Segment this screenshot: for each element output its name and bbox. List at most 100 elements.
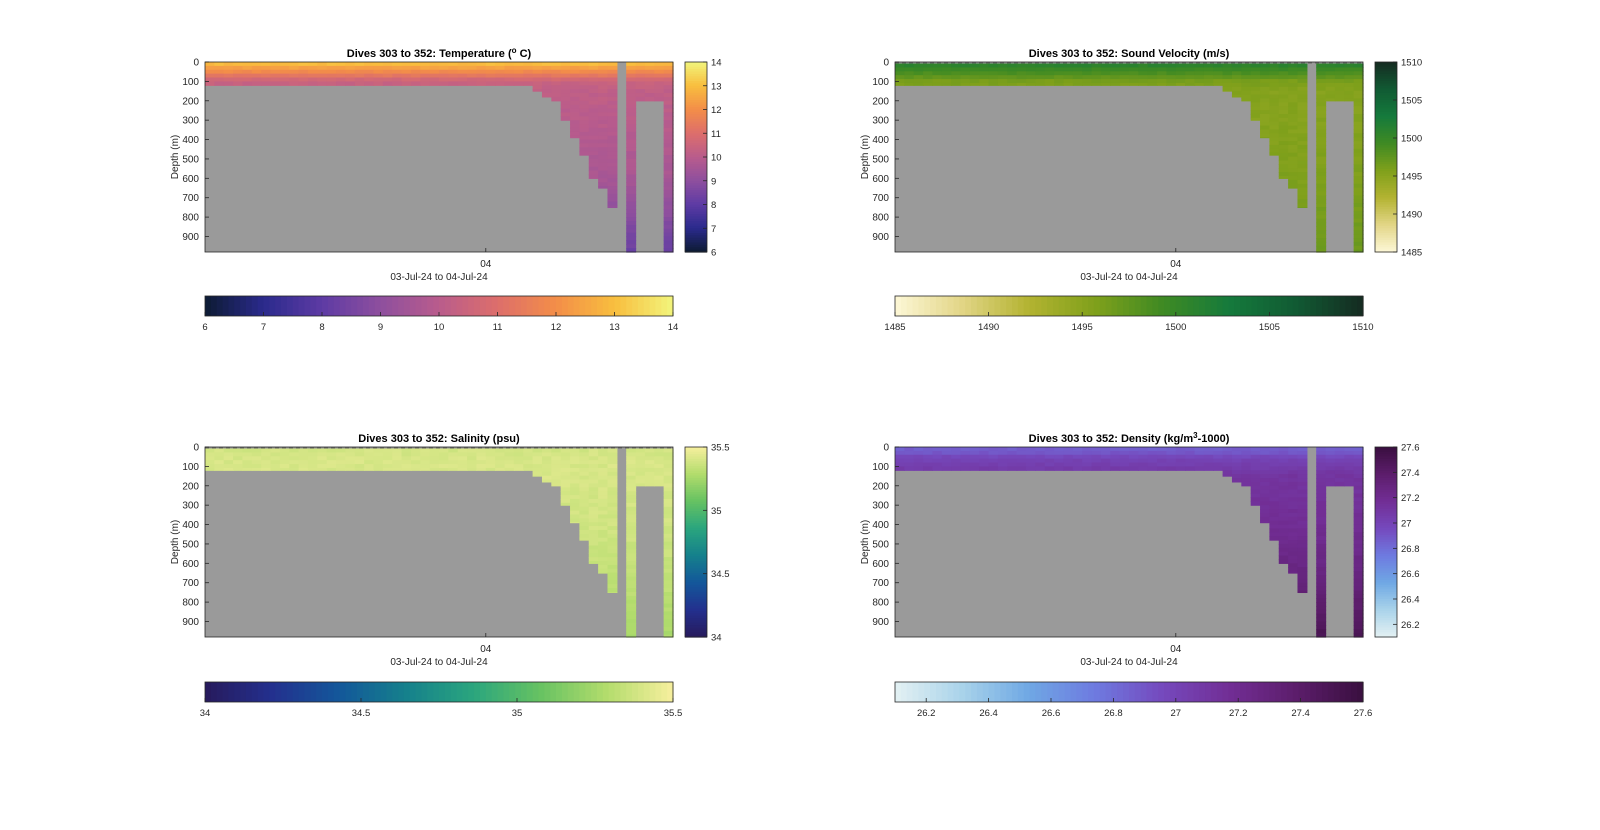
heatmap-cell — [626, 526, 637, 531]
heatmap-cell — [1325, 63, 1336, 69]
heatmap-cell — [1353, 121, 1364, 127]
colorbar-swatch — [643, 682, 651, 702]
heatmap-cell — [1269, 63, 1280, 69]
heatmap-cell — [298, 62, 309, 67]
heatmap-cell — [960, 79, 971, 84]
heatmap-cell — [579, 522, 590, 527]
heatmap-cell — [1288, 555, 1299, 561]
heatmap-cell — [588, 541, 599, 547]
heatmap-cell — [1297, 102, 1308, 107]
heatmap-cell — [504, 460, 515, 465]
heatmap-cell — [663, 193, 674, 199]
heatmap-cell — [1063, 458, 1074, 464]
colorbar-swatch — [1375, 230, 1397, 234]
heatmap-cell — [626, 77, 637, 82]
colorbar-swatch — [1375, 601, 1397, 605]
heatmap-cell — [663, 541, 674, 547]
colorbar-swatch — [1292, 682, 1300, 702]
colorbar-swatch — [1375, 454, 1397, 458]
heatmap-cell — [1026, 458, 1036, 464]
heatmap-cell — [1297, 129, 1308, 134]
colorbar-swatch — [269, 682, 276, 702]
colorbar-tick-label: 10 — [434, 322, 445, 333]
heatmap-cell — [579, 537, 590, 541]
colorbar-tick-label: 26.2 — [917, 708, 936, 719]
heatmap-cell — [923, 82, 934, 86]
heatmap-cell — [1278, 156, 1289, 162]
heatmap-cell — [588, 483, 599, 488]
heatmap-cell — [1316, 203, 1327, 208]
colorbar-swatch — [1140, 296, 1148, 316]
colorbar-swatch — [538, 682, 545, 702]
heatmap-cell — [1138, 71, 1149, 76]
heatmap-cell — [626, 213, 637, 218]
heatmap-cell — [233, 452, 244, 457]
colorbar-swatch — [357, 296, 364, 316]
heatmap-cell — [1044, 79, 1055, 84]
heatmap-cell — [1260, 509, 1270, 514]
colorbar-swatch — [685, 173, 707, 177]
colorbar-swatch — [298, 296, 306, 316]
heatmap-cell — [626, 545, 637, 550]
heatmap-cell — [1278, 493, 1289, 499]
heatmap-cell — [1325, 71, 1336, 76]
colorbar-swatch — [1234, 682, 1241, 702]
heatmap-cell — [1026, 82, 1036, 86]
heatmap-cell — [1353, 164, 1364, 169]
colorbar-swatch — [1375, 596, 1397, 600]
heatmap-cell — [654, 479, 665, 485]
heatmap-cell — [598, 96, 609, 102]
colorbar-swatch — [515, 682, 522, 702]
colorbar-swatch — [685, 119, 707, 122]
colorbar-swatch — [1269, 296, 1276, 316]
heatmap-cell — [1035, 71, 1046, 76]
heatmap-cell — [1063, 450, 1074, 456]
heatmap-cell — [960, 454, 971, 460]
heatmap-cell — [1054, 75, 1065, 80]
heatmap-cell — [1241, 470, 1252, 475]
colorbar-swatch — [1375, 466, 1397, 469]
colorbar-swatch — [491, 296, 499, 316]
heatmap-cell — [1175, 79, 1186, 84]
colorbar-swatch — [228, 682, 235, 702]
heatmap-cell — [373, 464, 384, 469]
heatmap-cell — [541, 81, 552, 86]
heatmap-cell — [1316, 474, 1327, 479]
heatmap-cell — [233, 464, 244, 469]
heatmap-cell — [598, 186, 609, 189]
colorbar-tick-label: 1485 — [884, 322, 905, 333]
colorbar-swatch — [1181, 682, 1189, 702]
heatmap-cell — [1166, 462, 1177, 467]
heatmap-cell — [607, 127, 618, 133]
heatmap-cell — [364, 65, 375, 71]
heatmap-cell — [410, 69, 421, 75]
heatmap-cell — [598, 487, 609, 492]
heatmap-cell — [1129, 63, 1139, 69]
heatmap-cell — [1316, 176, 1327, 181]
colorbar-swatch — [362, 296, 370, 316]
heatmap-cell — [560, 104, 571, 110]
heatmap-cell — [598, 541, 609, 547]
heatmap-cell — [326, 467, 337, 471]
heatmap-cell — [1044, 67, 1055, 72]
colorbar-swatch — [1375, 546, 1397, 550]
heatmap-cell — [626, 619, 637, 624]
heatmap-cell — [607, 162, 618, 168]
heatmap-cell — [1185, 447, 1196, 452]
heatmap-cell — [298, 452, 309, 457]
heatmap-cell — [410, 62, 421, 67]
heatmap-cell — [579, 526, 590, 531]
heatmap-cell — [1241, 466, 1252, 471]
colorbar-swatch — [971, 296, 978, 316]
heatmap-cell — [635, 81, 646, 86]
colorbar-swatch — [1140, 682, 1148, 702]
heatmap-cell — [1063, 454, 1074, 460]
colorbar-swatch — [1375, 582, 1397, 586]
heatmap-cell — [570, 104, 580, 110]
heatmap-cell — [1316, 75, 1327, 80]
heatmap-cell — [1288, 133, 1299, 138]
heatmap-cell — [1260, 63, 1270, 69]
colorbar-swatch — [1375, 95, 1397, 99]
heatmap-cell — [1353, 210, 1364, 216]
heatmap-cell — [1026, 462, 1036, 467]
